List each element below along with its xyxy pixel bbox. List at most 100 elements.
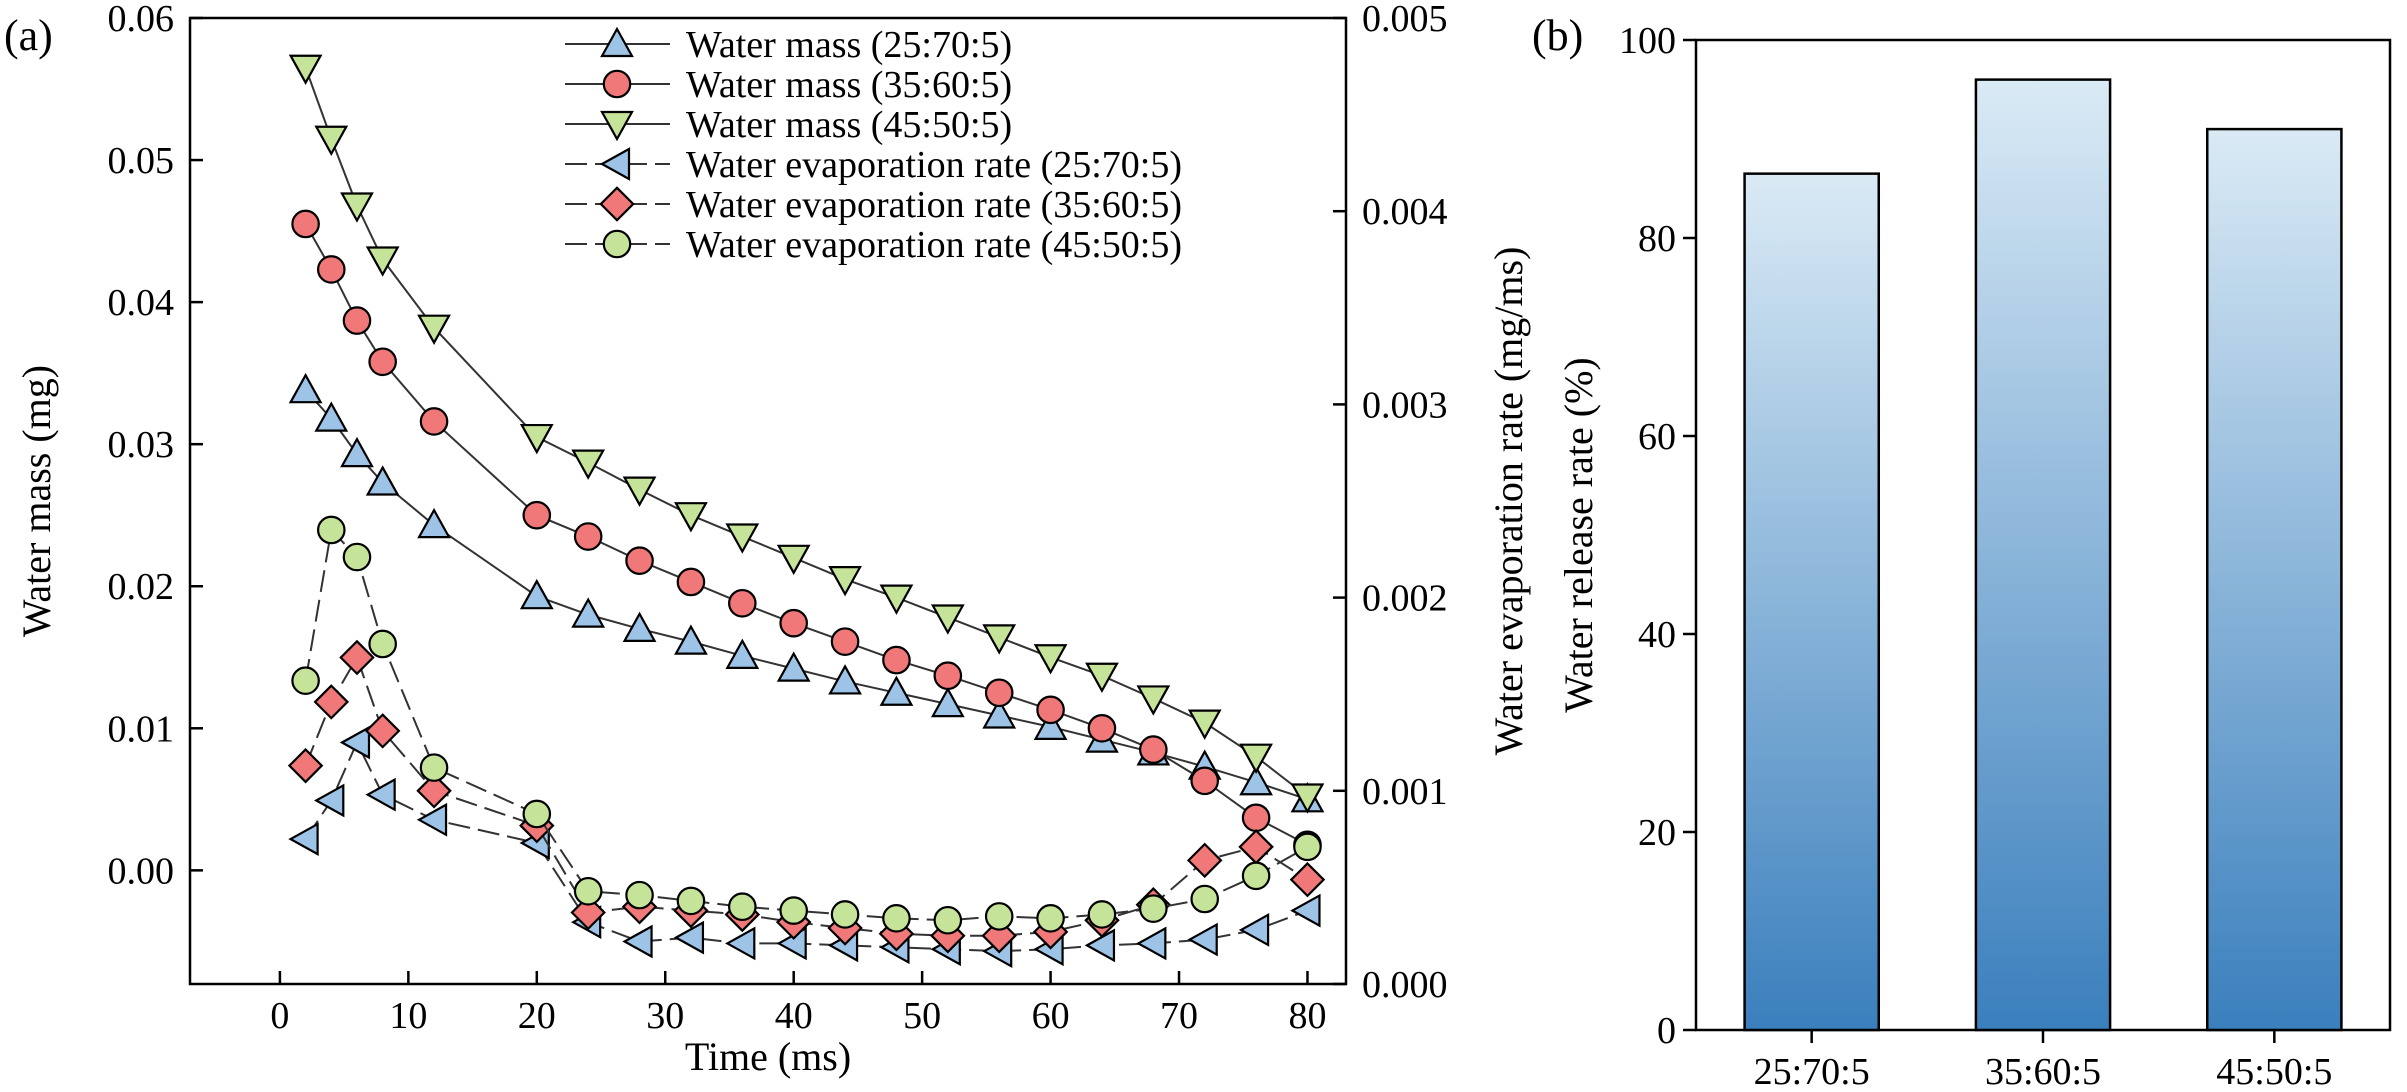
data-point [416,773,452,809]
data-point [779,608,808,638]
data-point [571,597,606,628]
data-point [1190,884,1220,914]
x-tick-label: 50 [903,995,941,1037]
y2-tick-label: 0.003 [1362,384,1448,426]
data-point [625,880,654,910]
bar-25-70-5 [1743,172,1881,1032]
data-point [365,246,400,277]
data-point [673,920,705,955]
data-point [291,209,320,239]
data-point [519,423,554,455]
data-point [1187,709,1222,740]
data-point [288,372,323,404]
data-point [933,905,963,935]
data-point [342,542,372,572]
data-point [1290,783,1325,814]
data-point [288,822,319,856]
data-point [1033,709,1068,740]
data-point [1293,832,1322,862]
data-point [625,546,654,575]
x-tick-label: 80 [1288,995,1326,1037]
data-point [314,401,349,432]
legend-marker [599,186,635,222]
data-point [779,896,808,925]
y-tick-label: 20 [1638,812,1676,854]
data-point [570,894,606,931]
data-point [933,661,963,691]
panel-a-xlabel: Time (ms) [685,1034,851,1079]
series-line [304,527,1308,922]
panel-b-label: (b) [1532,11,1583,60]
data-point [1238,829,1274,865]
y2-tick-label: 0.004 [1362,191,1448,233]
data-point [1187,922,1218,957]
data-point [1289,861,1326,898]
data-point [365,777,396,812]
legend-label: Water mass (25:70:5) [686,24,1012,66]
panel-a-label: (a) [4,11,53,60]
data-point [725,926,756,961]
data-point [1238,913,1270,947]
panel-b-y-axis: 0 20 40 60 80 100 [1619,20,1696,1052]
data-point [316,515,346,545]
data-point [1084,928,1116,963]
data-point [314,783,345,818]
series-water-evaporation-rate-45-50-5 [291,515,1322,935]
data-point [368,629,397,659]
data-point [879,584,914,615]
data-point [339,725,371,760]
data-point [622,476,657,507]
x-tick-label: 30 [646,995,684,1037]
data-point [676,886,706,916]
data-point [1036,904,1065,933]
panel-a-right-axis: 0.000 0.001 0.002 0.003 0.004 0.005 [1333,0,1448,1006]
panel-b-x-axis: 25:70:5 35:60:5 45:50:5 [1754,1030,2332,1092]
data-point [340,436,374,468]
y-tick-label: 60 [1638,416,1676,458]
data-point [828,664,862,695]
data-point [1085,662,1119,693]
x-tick-label: 35:60:5 [1985,1051,2101,1092]
panel-a-y2label: Water evaporation rate (mg/ms) [1486,247,1531,756]
y-tick-label: 0.04 [108,282,175,324]
legend-entry: Water evaporation rate (45:50:5) [565,224,1182,266]
data-point [1241,803,1271,833]
y-tick-label: 0.02 [108,566,175,608]
data-point [313,684,350,720]
y-tick-label: 40 [1638,614,1676,656]
data-point [522,799,552,829]
panel-a-series [287,54,1326,969]
data-point [930,917,966,954]
x-tick-label: 20 [518,995,556,1037]
data-point [674,624,708,655]
panel-a-left-axis: 0.00 0.01 0.02 0.03 0.04 0.05 0.06 [108,0,203,892]
data-point [339,639,375,676]
panel-a-plot-frame [188,16,1348,986]
data-point [982,624,1017,655]
y2-tick-label: 0.002 [1362,578,1448,620]
legend-label: Water mass (35:60:5) [686,64,1012,106]
data-point [879,675,914,706]
series-water-mass-25-70-5 [288,372,1325,813]
x-tick-label: 10 [389,995,427,1037]
x-tick-label: 25:70:5 [1754,1051,1870,1092]
data-point [1186,842,1223,879]
legend-marker [600,110,634,142]
x-tick-label: 45:50:5 [2216,1051,2332,1092]
panel-a-x-axis: 0 10 20 30 40 50 60 70 80 [270,971,1326,1037]
data-point [1239,765,1273,796]
legend-label: Water evaporation rate (25:70:5) [686,144,1182,186]
data-point [314,125,349,157]
data-point [1190,766,1220,796]
data-point [1036,695,1065,725]
legend-label: Water mass (45:50:5) [686,104,1012,146]
data-point [1241,861,1271,891]
data-point [1136,685,1171,716]
panel-a-legend: Water mass (25:70:5)Water mass (35:60:5)… [565,24,1182,266]
data-point [982,698,1017,729]
data-point [364,713,401,749]
data-point [416,802,448,837]
legend-entry: Water mass (25:70:5) [565,24,1012,66]
series-water-mass-35-60-5 [291,209,1322,860]
